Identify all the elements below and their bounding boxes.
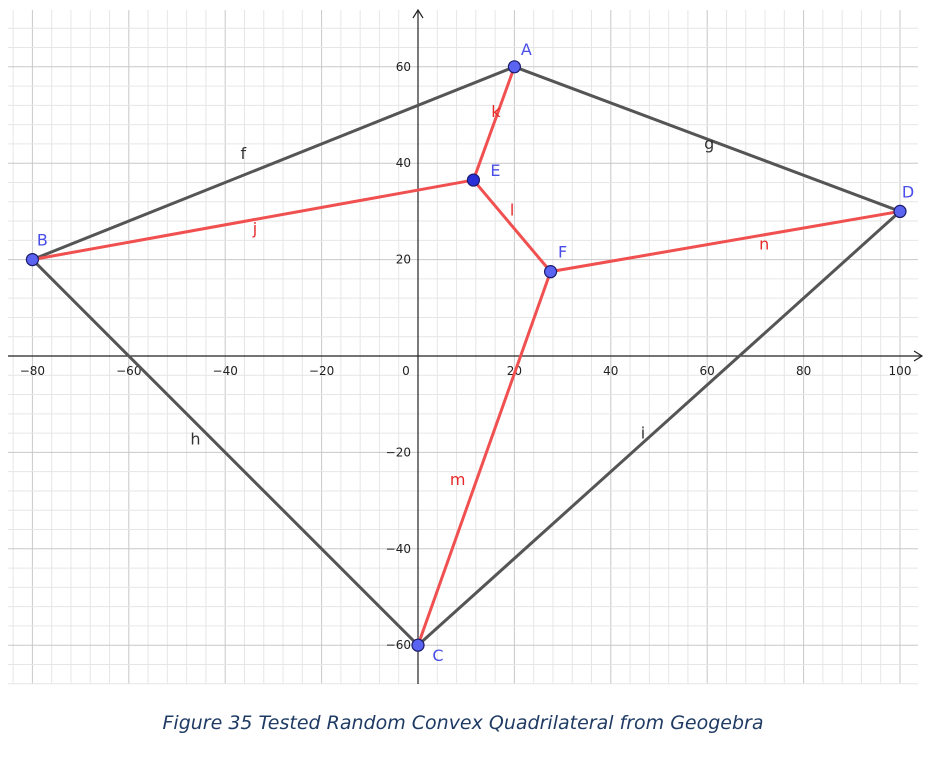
point-label-E: E <box>490 161 500 180</box>
y-axis-arrow <box>412 8 424 19</box>
x-tick-label: −60 <box>116 364 141 378</box>
segment-i <box>416 209 902 647</box>
y-tick-label: 60 <box>396 60 411 74</box>
segment-g <box>512 65 902 213</box>
segment-k <box>471 65 516 182</box>
point-F <box>543 265 558 279</box>
segment-label-k: k <box>491 102 501 121</box>
point-D <box>893 204 907 218</box>
segments <box>30 65 902 647</box>
point-label-F: F <box>558 243 567 262</box>
y-tick-label: −40 <box>386 542 411 556</box>
segment-label-g: g <box>704 134 714 153</box>
segment-n <box>549 209 902 274</box>
segment-f <box>30 65 516 262</box>
x-tick-label: 40 <box>603 364 618 378</box>
point-label-C: C <box>432 646 443 665</box>
point-A <box>507 60 522 74</box>
x-tick-label: 60 <box>700 364 715 378</box>
segment-j <box>30 178 475 262</box>
point-C <box>411 638 425 652</box>
point-E <box>466 173 481 187</box>
point-B <box>25 253 40 267</box>
segment-m <box>416 270 553 647</box>
y-tick-label: −60 <box>386 638 411 652</box>
geometry-canvas: −80−60−40−2020406080100−60−40−202040600 … <box>8 8 924 685</box>
point-label-D: D <box>902 182 914 201</box>
points: A B C D E F <box>25 40 914 665</box>
segment-l <box>471 178 553 274</box>
segment-label-j: j <box>252 219 257 238</box>
x-tick-label: −20 <box>309 364 334 378</box>
figure-caption: Figure 35 Tested Random Convex Quadrilat… <box>162 712 764 734</box>
x-tick-label: 100 <box>889 364 912 378</box>
segment-h <box>30 258 420 647</box>
point-label-B: B <box>37 231 48 250</box>
point-label-A: A <box>521 40 532 59</box>
segment-label-h: h <box>190 430 200 449</box>
origin-label: 0 <box>402 364 410 378</box>
segment-labels: f g h i j k l m n <box>190 102 769 489</box>
segment-label-m: m <box>450 470 466 489</box>
segment-label-l: l <box>510 200 514 219</box>
grid <box>8 10 918 685</box>
segment-label-n: n <box>759 235 769 254</box>
x-tick-label: −40 <box>213 364 238 378</box>
y-tick-label: −20 <box>386 445 411 459</box>
y-tick-label: 20 <box>396 253 411 267</box>
x-tick-label: 80 <box>796 364 811 378</box>
segment-label-i: i <box>641 423 645 442</box>
x-axis-arrow <box>913 350 924 362</box>
y-tick-label: 40 <box>396 156 411 170</box>
segment-label-f: f <box>240 144 246 163</box>
x-tick-label: −80 <box>20 364 45 378</box>
